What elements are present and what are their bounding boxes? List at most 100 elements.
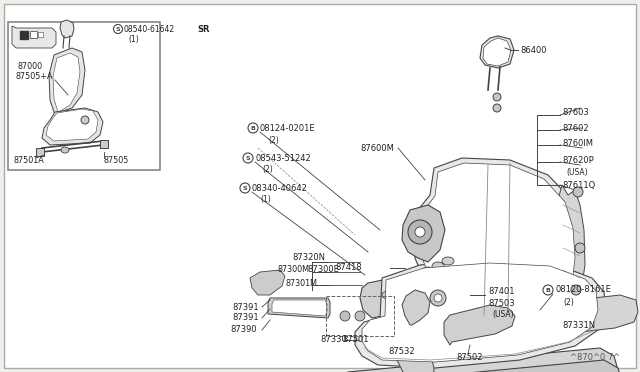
Text: 87505: 87505 xyxy=(104,155,129,164)
Polygon shape xyxy=(330,360,622,372)
Circle shape xyxy=(415,227,425,237)
Polygon shape xyxy=(355,260,606,368)
Text: 86400: 86400 xyxy=(520,45,547,55)
Circle shape xyxy=(240,183,250,193)
Circle shape xyxy=(81,116,89,124)
Polygon shape xyxy=(53,53,80,112)
Circle shape xyxy=(543,285,553,295)
Polygon shape xyxy=(558,185,585,295)
Text: 87320N: 87320N xyxy=(292,253,325,263)
Polygon shape xyxy=(444,305,515,345)
Text: 87611Q: 87611Q xyxy=(562,180,595,189)
Text: 87391: 87391 xyxy=(232,302,259,311)
Circle shape xyxy=(248,123,258,133)
Ellipse shape xyxy=(432,262,444,270)
Polygon shape xyxy=(12,26,56,48)
Text: 87300M: 87300M xyxy=(278,266,310,275)
Circle shape xyxy=(493,93,501,101)
Ellipse shape xyxy=(392,284,404,292)
Circle shape xyxy=(243,153,253,163)
Text: (1): (1) xyxy=(128,35,139,44)
Ellipse shape xyxy=(412,272,424,280)
Text: B: B xyxy=(545,288,550,292)
Text: S: S xyxy=(246,155,250,160)
Polygon shape xyxy=(268,298,330,318)
Ellipse shape xyxy=(382,291,394,299)
Polygon shape xyxy=(483,38,511,66)
Circle shape xyxy=(573,187,583,197)
Text: 87505+A: 87505+A xyxy=(16,71,54,80)
Text: 87331N: 87331N xyxy=(562,321,595,330)
Text: (1): (1) xyxy=(260,195,271,203)
Circle shape xyxy=(408,220,432,244)
Text: S: S xyxy=(116,26,120,32)
Polygon shape xyxy=(412,158,582,318)
Bar xyxy=(30,31,37,38)
Polygon shape xyxy=(49,48,85,115)
Text: 8760lM: 8760lM xyxy=(562,138,593,148)
Polygon shape xyxy=(382,320,434,372)
Polygon shape xyxy=(360,264,475,318)
Bar xyxy=(326,296,394,336)
Polygon shape xyxy=(419,163,575,311)
Text: SR: SR xyxy=(197,25,209,33)
Circle shape xyxy=(571,285,581,295)
Text: S: S xyxy=(243,186,247,190)
Text: (USA): (USA) xyxy=(566,167,588,176)
Bar xyxy=(36,148,44,156)
Text: 87603: 87603 xyxy=(562,108,589,116)
Polygon shape xyxy=(402,290,430,325)
Text: 08543-51242: 08543-51242 xyxy=(255,154,311,163)
Circle shape xyxy=(430,290,446,306)
Text: 87600M: 87600M xyxy=(360,144,394,153)
Text: 87501: 87501 xyxy=(342,336,369,344)
Ellipse shape xyxy=(442,257,454,265)
Ellipse shape xyxy=(61,147,69,153)
Text: ^870^0 7^: ^870^0 7^ xyxy=(570,353,620,362)
Text: (USA): (USA) xyxy=(492,310,514,318)
Bar xyxy=(30,31,37,38)
Text: 87418: 87418 xyxy=(335,263,362,273)
Ellipse shape xyxy=(422,267,434,275)
Text: 87532: 87532 xyxy=(388,347,415,356)
Bar xyxy=(8,22,160,170)
Circle shape xyxy=(113,25,122,33)
Text: 87502: 87502 xyxy=(456,353,483,362)
Text: 87401: 87401 xyxy=(488,288,515,296)
Text: 87501A: 87501A xyxy=(14,155,45,164)
Text: (2): (2) xyxy=(268,135,279,144)
Circle shape xyxy=(340,311,350,321)
Circle shape xyxy=(493,104,501,112)
Bar xyxy=(100,140,108,148)
Text: 08124-0201E: 08124-0201E xyxy=(260,124,316,132)
Bar xyxy=(38,32,43,37)
Text: 87301M: 87301M xyxy=(285,279,317,288)
Circle shape xyxy=(575,243,585,253)
Circle shape xyxy=(434,294,442,302)
Text: 08340-40642: 08340-40642 xyxy=(252,183,308,192)
Text: (2): (2) xyxy=(262,164,273,173)
Circle shape xyxy=(355,311,365,321)
Bar xyxy=(20,31,28,39)
Polygon shape xyxy=(402,205,445,262)
Polygon shape xyxy=(272,300,327,316)
Text: 87503: 87503 xyxy=(488,298,515,308)
Polygon shape xyxy=(250,270,285,295)
Polygon shape xyxy=(336,348,618,372)
Text: (2): (2) xyxy=(563,298,573,307)
Text: 87390: 87390 xyxy=(230,326,257,334)
Text: 87620P: 87620P xyxy=(562,155,594,164)
Polygon shape xyxy=(60,20,74,38)
Text: 08540-61642: 08540-61642 xyxy=(124,25,175,33)
Polygon shape xyxy=(534,295,638,342)
Text: 87000: 87000 xyxy=(18,61,43,71)
Text: 87391: 87391 xyxy=(232,314,259,323)
Text: 08120-8161E: 08120-8161E xyxy=(555,285,611,295)
Polygon shape xyxy=(46,109,98,141)
Polygon shape xyxy=(362,263,598,362)
Polygon shape xyxy=(42,108,103,145)
Text: 87602: 87602 xyxy=(562,124,589,132)
Text: 87330: 87330 xyxy=(320,336,347,344)
Text: 87300E: 87300E xyxy=(307,266,339,275)
Polygon shape xyxy=(480,36,514,68)
